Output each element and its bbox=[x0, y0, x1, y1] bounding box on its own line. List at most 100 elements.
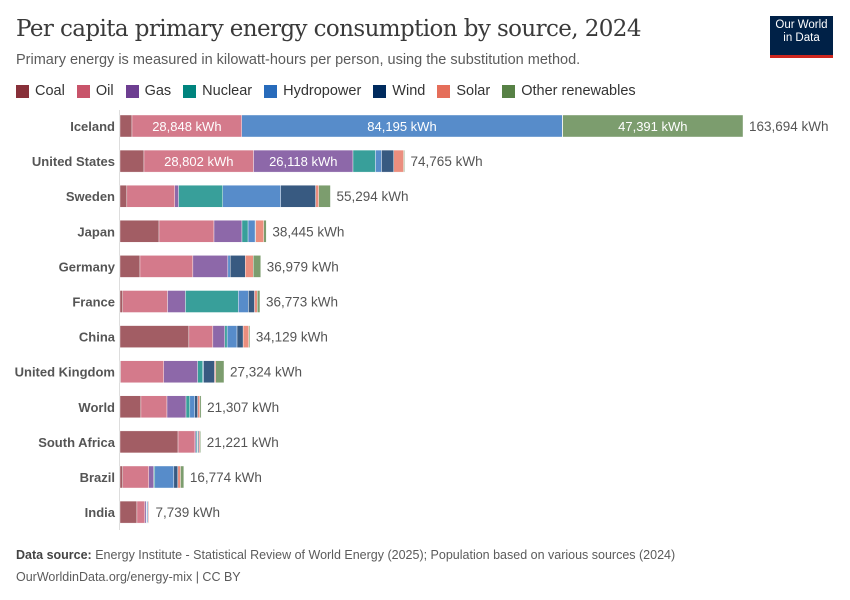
bar-segment-coal[interactable] bbox=[119, 325, 190, 348]
bar-segment-gas[interactable] bbox=[174, 184, 179, 208]
legend-label: Oil bbox=[95, 83, 114, 99]
bar-segment-wind[interactable] bbox=[236, 325, 244, 348]
bar-segment-nuclear[interactable] bbox=[352, 149, 376, 173]
bar-segment-gas[interactable] bbox=[163, 360, 198, 383]
bar-segment-oil[interactable] bbox=[122, 465, 149, 489]
bar-segment-nuclear[interactable] bbox=[185, 290, 239, 313]
bar-segment-solar[interactable] bbox=[393, 149, 404, 173]
segment-label: 28,802 kWh bbox=[164, 154, 233, 169]
bar-segment-hydropower[interactable] bbox=[227, 255, 231, 278]
bar-segment-solar[interactable] bbox=[197, 395, 200, 418]
chart-title: Per capita primary energy consumption by… bbox=[16, 16, 641, 42]
legend-label: Nuclear bbox=[202, 83, 253, 99]
bar-segment-hydropower[interactable] bbox=[375, 149, 382, 173]
bar-segment-solar[interactable] bbox=[177, 465, 181, 489]
bar-segment-gas[interactable] bbox=[213, 220, 243, 243]
bar-segment-nuclear[interactable] bbox=[224, 325, 228, 348]
source-text[interactable]: Energy Institute - Statistical Review of… bbox=[95, 548, 676, 562]
legend-item[interactable]: Nuclear bbox=[183, 83, 252, 99]
bar-segment-other-renewables[interactable] bbox=[199, 430, 201, 454]
bar-segment-coal[interactable] bbox=[119, 149, 145, 173]
bar-segment-oil[interactable] bbox=[140, 395, 168, 418]
bar-segment-coal[interactable] bbox=[119, 184, 128, 208]
bar-segment-solar[interactable] bbox=[242, 325, 250, 348]
bar-segment-hydropower[interactable] bbox=[222, 184, 281, 208]
bar-segment-coal[interactable] bbox=[119, 465, 123, 489]
bar-segment-wind[interactable] bbox=[248, 290, 255, 313]
bar-segment-oil[interactable] bbox=[188, 325, 214, 348]
bar-segment-hydropower[interactable] bbox=[247, 220, 256, 243]
bar-segment-oil[interactable] bbox=[177, 430, 196, 454]
bar-segment-coal[interactable] bbox=[119, 220, 160, 243]
bar-segment-solar[interactable] bbox=[245, 255, 254, 278]
credit[interactable]: OurWorldinData.org/energy-mix | CC BY bbox=[16, 570, 241, 584]
bar-segment-hydropower[interactable] bbox=[189, 395, 195, 418]
bar-segment-oil[interactable] bbox=[120, 360, 164, 383]
bar-segment-oil[interactable] bbox=[139, 255, 194, 278]
legend-item[interactable]: Hydropower bbox=[264, 83, 361, 99]
total-label: 7,739 kWh bbox=[155, 505, 220, 520]
bar-segment-gas[interactable] bbox=[148, 465, 154, 489]
bar-segment-gas[interactable] bbox=[192, 255, 229, 278]
bar-segment-coal[interactable] bbox=[119, 500, 138, 524]
legend-item[interactable]: Gas bbox=[125, 83, 171, 99]
category-label: Japan bbox=[77, 224, 115, 239]
bar-segment-nuclear[interactable] bbox=[197, 360, 203, 383]
bar-segment-oil[interactable] bbox=[158, 220, 215, 243]
bar-segment-wind[interactable] bbox=[381, 149, 394, 173]
legend-label: Hydropower bbox=[283, 83, 362, 99]
legend-item[interactable]: Solar bbox=[437, 83, 490, 99]
bar-segment-coal[interactable] bbox=[119, 255, 141, 278]
legend-swatch bbox=[437, 84, 451, 98]
category-label: United States bbox=[32, 154, 115, 169]
bar-segment-solar[interactable] bbox=[255, 220, 264, 243]
bar-segment-other-renewables[interactable] bbox=[318, 184, 331, 208]
bar-segment-other-renewables[interactable] bbox=[403, 149, 405, 173]
chart-subtitle: Primary energy is measured in kilowatt-h… bbox=[16, 52, 581, 68]
bar-segment-hydropower[interactable] bbox=[154, 465, 175, 489]
bar-segment-gas[interactable] bbox=[212, 325, 226, 348]
bar-segment-wind[interactable] bbox=[173, 465, 179, 489]
category-label: Germany bbox=[59, 259, 116, 274]
bar-segment-nuclear[interactable] bbox=[185, 395, 191, 418]
bar-segment-coal[interactable] bbox=[119, 395, 142, 418]
legend-item[interactable]: Wind bbox=[373, 83, 425, 99]
bar-segment-other-renewables[interactable] bbox=[562, 114, 744, 138]
bar-segment-hydropower[interactable] bbox=[226, 325, 238, 348]
bar-segment-other-renewables[interactable] bbox=[248, 325, 251, 348]
bar-segment-gas[interactable] bbox=[166, 395, 187, 418]
bar-segment-wind[interactable] bbox=[229, 255, 246, 278]
bar-segment-solar[interactable] bbox=[315, 184, 319, 208]
legend-swatch bbox=[502, 84, 516, 98]
category-label: Brazil bbox=[80, 470, 115, 485]
bar-segment-wind[interactable] bbox=[203, 360, 215, 383]
bar-segment-other-renewables[interactable] bbox=[257, 290, 261, 313]
bar-segment-oil[interactable] bbox=[122, 290, 168, 313]
bar-segment-solar[interactable] bbox=[254, 290, 258, 313]
bar-segment-other-renewables[interactable] bbox=[199, 395, 202, 418]
legend-item[interactable]: Coal bbox=[16, 83, 65, 99]
bar-segment-nuclear[interactable] bbox=[178, 184, 223, 208]
bar-segment-coal[interactable] bbox=[119, 114, 133, 138]
bar-segment-coal[interactable] bbox=[119, 290, 123, 313]
bar-segment-other-renewables[interactable] bbox=[253, 255, 261, 278]
bar-segment-nuclear[interactable] bbox=[241, 220, 249, 243]
segment-label: 84,195 kWh bbox=[367, 119, 436, 134]
legend-item[interactable]: Oil bbox=[76, 83, 114, 99]
bar-segment-wind[interactable] bbox=[280, 184, 316, 208]
owid-logo[interactable]: Our World in Data bbox=[770, 16, 833, 58]
bar-segment-other-renewables[interactable] bbox=[215, 360, 225, 383]
bar-segment-gas[interactable] bbox=[167, 290, 186, 313]
bar-segment-other-renewables[interactable] bbox=[263, 220, 267, 243]
category-label: India bbox=[85, 505, 116, 520]
total-label: 16,774 kWh bbox=[190, 470, 262, 485]
bar-segment-oil[interactable] bbox=[136, 500, 146, 524]
bar-segment-coal[interactable] bbox=[119, 430, 179, 454]
bar-segment-hydropower[interactable] bbox=[238, 290, 249, 313]
bar-segment-other-renewables[interactable] bbox=[180, 465, 185, 489]
legend-swatch bbox=[264, 84, 278, 98]
bar-segment-oil[interactable] bbox=[126, 184, 176, 208]
legend-item[interactable]: Other renewables bbox=[502, 83, 636, 99]
bar-segment-wind[interactable] bbox=[194, 395, 198, 418]
